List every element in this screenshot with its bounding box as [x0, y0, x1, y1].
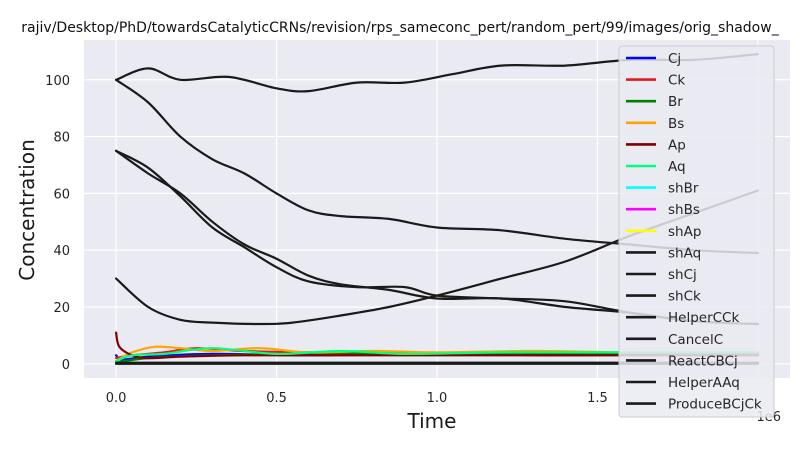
legend-label: shBr — [668, 181, 699, 197]
legend-label: ReactCBCj — [668, 353, 738, 369]
legend-entry: shAp — [626, 224, 701, 240]
legend-entry: shCj — [626, 267, 697, 283]
x-tick-label: 1.5 — [587, 391, 608, 406]
y-tick-label: 20 — [53, 301, 70, 316]
legend-box — [618, 45, 775, 418]
legend-label: Ck — [668, 73, 685, 89]
legend-entry: HelperAAq — [626, 375, 740, 391]
x-tick-label: 0.0 — [106, 391, 127, 406]
x-tick-label: 1.0 — [427, 391, 448, 406]
legend-entry: Ck — [626, 73, 685, 89]
legend-entry: ReactCBCj — [626, 353, 738, 369]
legend-label: HelperCCk — [668, 310, 739, 326]
legend-label: Aq — [668, 159, 686, 175]
chart-title: rajiv/Desktop/PhD/towardsCatalyticCRNs/r… — [21, 20, 779, 36]
legend: Cj Ck Br Bs Ap Aq shBr shBs shAp shAq shCj shCk Help… — [618, 45, 775, 418]
legend-entry: Aq — [626, 159, 686, 175]
y-tick-label: 60 — [53, 187, 70, 202]
legend-label: Cj — [668, 51, 681, 67]
legend-label: shCj — [668, 267, 697, 283]
legend-entry: shBs — [626, 202, 700, 218]
y-axis-label: Concentration — [15, 139, 39, 280]
y-tick-labels: 0 20 40 60 80 100 — [45, 74, 70, 373]
legend-label: shCk — [668, 289, 701, 305]
legend-entry: shBr — [626, 181, 699, 197]
y-tick-label: 40 — [53, 244, 70, 259]
x-tick-labels: 0.0 0.5 1.0 1.5 — [106, 391, 608, 406]
legend-label: CancelC — [668, 332, 723, 348]
legend-entry: CancelC — [626, 332, 723, 348]
legend-entry: Ap — [626, 137, 686, 153]
legend-entry: ProduceBCjCk — [626, 397, 762, 413]
series-line-aq — [115, 347, 759, 363]
legend-label: Br — [668, 94, 683, 110]
legend-label: shAp — [668, 224, 701, 240]
legend-label: Bs — [668, 116, 684, 132]
y-tick-label: 80 — [53, 131, 70, 146]
legend-entry: HelperCCk — [626, 310, 739, 326]
legend-entry: Cj — [626, 51, 681, 67]
legend-label: Ap — [668, 137, 686, 153]
legend-entry: shCk — [626, 289, 701, 305]
x-axis-label: Time — [407, 409, 457, 433]
y-tick-label: 100 — [45, 74, 70, 89]
legend-label: shAq — [668, 245, 701, 261]
legend-entry: shAq — [626, 245, 701, 261]
y-tick-label: 0 — [62, 358, 70, 373]
series-line-ap — [115, 331, 759, 360]
legend-label: shBs — [668, 202, 700, 218]
x-tick-label: 0.5 — [266, 391, 287, 406]
legend-label: ProduceBCjCk — [668, 397, 762, 413]
legend-entry: Br — [626, 94, 683, 110]
legend-entry: Bs — [626, 116, 684, 132]
legend-label: HelperAAq — [668, 375, 740, 391]
